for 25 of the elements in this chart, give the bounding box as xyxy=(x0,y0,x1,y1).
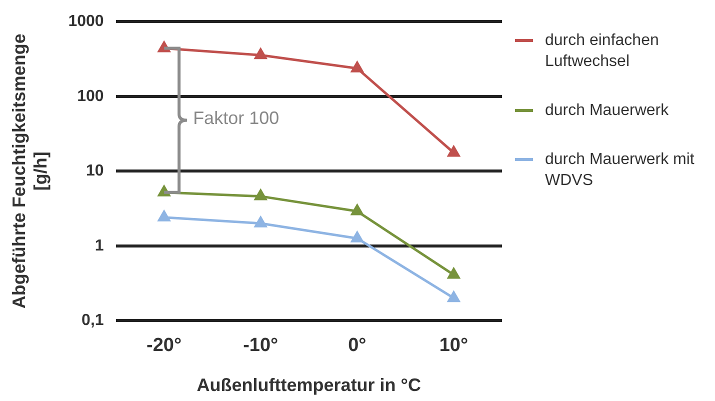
y-tick-label: 100 xyxy=(77,88,104,105)
point xyxy=(157,209,171,222)
point xyxy=(446,144,461,157)
y-tick-label: 1000 xyxy=(68,13,104,30)
x-tick-label: -10° xyxy=(243,335,278,356)
point xyxy=(446,266,461,279)
legend-label: durch Mauerwerk mit WDVS xyxy=(545,150,696,191)
y-tick-label: 1 xyxy=(94,237,104,254)
point xyxy=(350,230,364,242)
y-tick-label: 0,1 xyxy=(82,312,104,330)
x-tick-label: -20° xyxy=(146,335,182,356)
x-tick-label: 10° xyxy=(439,335,468,356)
annotation: Faktor 100 xyxy=(193,108,280,130)
point xyxy=(350,203,364,216)
point xyxy=(350,60,364,72)
point xyxy=(254,215,268,228)
y-axis-title: Abgeführte Feuchtigkeitsmenge [g/h] xyxy=(8,34,50,309)
x-axis-title: Außenlufttemperatur in °C xyxy=(196,375,421,396)
point xyxy=(254,188,268,200)
legend-label: durch einfachen Luftwechsel xyxy=(545,31,660,72)
x-tick-label: 0° xyxy=(348,335,366,356)
point xyxy=(446,290,461,302)
legend-label: durch Mauerwerk xyxy=(545,101,669,121)
point xyxy=(254,47,268,60)
y-tick-label: 10 xyxy=(86,162,104,180)
